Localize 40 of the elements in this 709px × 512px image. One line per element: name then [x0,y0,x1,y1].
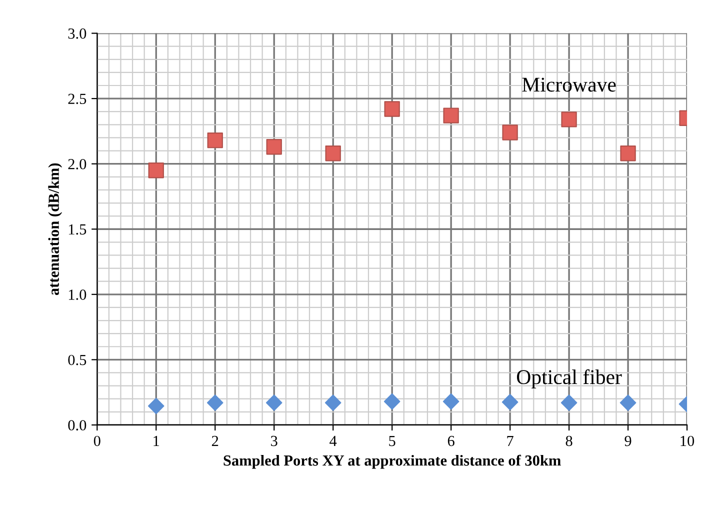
x-tick-label: 5 [389,436,396,446]
point [266,394,282,411]
y-tick-label: 1.5 [68,224,86,235]
y-axis-title: attenuation (dB/km) [48,163,62,296]
x-tick-label: 10 [680,436,694,446]
x-tick-label: 8 [566,436,572,446]
point [325,146,341,162]
x-tick-label: 6 [448,436,454,446]
point [443,108,459,124]
y-tick-label: 0.0 [68,420,86,430]
point [207,132,223,148]
x-tick-label: 7 [507,436,514,446]
point [442,393,460,410]
point [384,101,400,117]
y-tick-label: 2.5 [68,94,86,104]
x-axis-title: Sampled Ports XY at approximate distance of 30km [224,454,561,469]
x-tick-label: 2 [212,436,218,446]
x-tick-label: 0 [94,436,100,446]
x-tick-label: 1 [154,436,160,446]
point [502,394,518,410]
x-tick-label: 4 [330,436,337,446]
series-label: Microwave [522,78,616,92]
y-tick-label: 0.5 [68,354,86,366]
point [560,394,578,411]
y-tick-label: 2.0 [68,158,86,170]
point [148,162,164,178]
point [620,146,636,162]
x-tick-label: 3 [271,436,278,446]
y-tick-label: 3.0 [68,28,86,39]
point [324,394,342,411]
point [148,398,164,414]
point [502,124,518,140]
x-tick-label: 9 [624,436,632,446]
point [561,112,577,128]
point [620,394,636,411]
point [384,393,400,410]
point [206,394,224,411]
point [266,139,282,155]
y-tick-label: 1.0 [68,290,86,300]
series-label: Optical fiber [516,369,622,388]
